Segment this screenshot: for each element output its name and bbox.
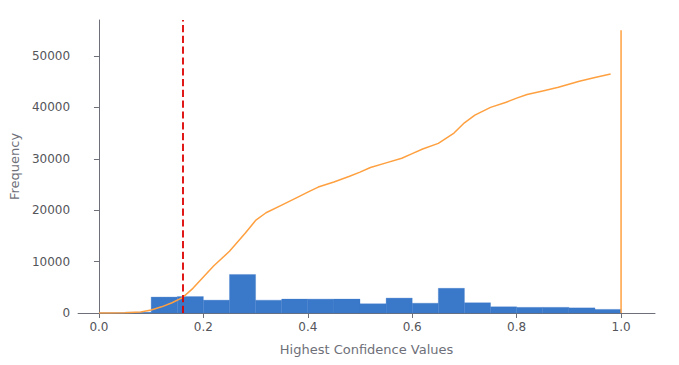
svg-text:0.6: 0.6 xyxy=(403,320,422,334)
svg-text:30000: 30000 xyxy=(32,152,70,166)
svg-text:0.0: 0.0 xyxy=(89,320,108,334)
svg-text:0.4: 0.4 xyxy=(298,320,317,334)
svg-text:40000: 40000 xyxy=(32,100,70,114)
svg-text:Highest Confidence Values: Highest Confidence Values xyxy=(280,342,454,357)
svg-text:10000: 10000 xyxy=(32,255,70,269)
svg-text:50000: 50000 xyxy=(32,49,70,63)
svg-text:20000: 20000 xyxy=(32,203,70,217)
svg-text:0.8: 0.8 xyxy=(507,320,526,334)
svg-text:Frequency: Frequency xyxy=(7,133,22,200)
svg-text:1.0: 1.0 xyxy=(612,320,631,334)
svg-text:0: 0 xyxy=(62,306,70,320)
svg-text:0.2: 0.2 xyxy=(194,320,213,334)
